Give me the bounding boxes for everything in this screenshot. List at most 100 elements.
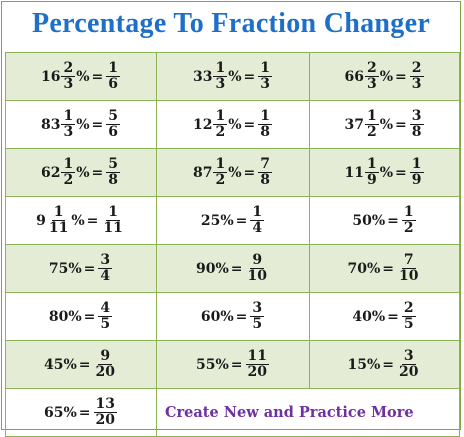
numerator: 1 [106, 204, 120, 221]
numerator: 5 [106, 156, 121, 173]
create-practice-link[interactable]: Create New and Practice More [156, 388, 460, 437]
conversion-cell: 12 1 2% = 1 8 [156, 100, 310, 149]
equals-sign: = [382, 356, 395, 373]
denominator: 20 [95, 364, 115, 380]
percent-whole: 90 [195, 260, 216, 277]
percent-whole: 50 [352, 212, 372, 229]
numerator: 1 [213, 156, 228, 173]
conversion-table: 16 2 3% = 1 6 33 1 3% = 1 3 66 2 3% = 2 3 83 1 3% = 5 6 12 1 2% = 1 8… [5, 52, 460, 437]
equals-sign: = [243, 68, 256, 85]
percent-whole: 33 [192, 68, 213, 85]
percent-whole: 75 [48, 260, 69, 277]
denominator: 6 [108, 124, 119, 140]
denominator: 11 [48, 220, 69, 236]
conversion-cell: 40% = 2 5 [309, 292, 460, 341]
percent-sign: % [71, 212, 85, 229]
percent-sign: % [371, 212, 386, 229]
table-row: 62 1 2% = 5 8 87 1 2% = 7 8 11 1 9% = 1 9 [5, 148, 460, 197]
percent-whole: 37 [344, 116, 364, 133]
numerator: 1 [106, 60, 121, 77]
conversion-cell: 33 1 3% = 1 3 [156, 52, 310, 101]
percent-sign: % [76, 116, 90, 133]
percent-whole: 9 [36, 212, 46, 229]
conversion-expression: 33 1 3% = 1 3 [193, 61, 273, 91]
conversion-expression: 66 2 3% = 2 3 [344, 61, 424, 91]
conversion-expression: 62 1 2% = 5 8 [41, 157, 121, 187]
denominator: 3 [215, 76, 226, 92]
percent-sign: % [63, 356, 77, 373]
denominator: 3 [260, 76, 271, 92]
denominator: 6 [108, 76, 119, 92]
percent-sign: % [228, 116, 242, 133]
percent-sign: % [76, 164, 90, 181]
percent-sign: % [228, 68, 242, 85]
conversion-expression: 87 1 2% = 7 8 [193, 157, 273, 187]
percent-whole: 60 [200, 308, 221, 325]
percent-sign: % [366, 356, 381, 373]
numerator: 1 [51, 204, 66, 221]
denominator: 8 [260, 124, 271, 140]
conversion-cell: 55% = 11 20 [156, 340, 310, 389]
percent-sign: % [379, 116, 394, 133]
percent-sign: % [228, 164, 242, 181]
percent-whole: 65 [43, 404, 64, 421]
percent-fraction: 1 11 [47, 205, 70, 235]
denominator: 2 [215, 172, 226, 188]
numerator: 2 [61, 60, 76, 77]
percent-sign: % [215, 260, 229, 277]
numerator: 9 [98, 348, 113, 365]
percent-sign: % [63, 404, 77, 421]
denominator: 4 [100, 268, 111, 284]
conversion-expression: 25% = 1 4 [201, 205, 265, 235]
page-title: Percentage To Fraction Changer [31, 8, 431, 39]
conversion-cell: 16 2 3% = 1 6 [5, 52, 157, 101]
denominator: 5 [403, 316, 414, 332]
percent-whole: 45 [43, 356, 64, 373]
numerator: 13 [93, 396, 117, 413]
conversion-expression: 9 1 11% = 1 11 [36, 205, 126, 235]
denominator: 2 [63, 172, 74, 188]
percent-whole: 15 [347, 356, 367, 373]
conversion-cell: 9 1 11% = 1 11 [5, 196, 157, 245]
percent-sign: % [76, 68, 90, 85]
conversion-cell: 60% = 3 5 [156, 292, 310, 341]
equals-sign: = [78, 356, 91, 373]
numerator: 1 [213, 60, 228, 77]
equals-sign: = [235, 212, 248, 229]
result-fraction: 3 20 [397, 349, 420, 379]
conversion-expression: 40% = 2 5 [352, 301, 416, 331]
denominator: 2 [403, 220, 414, 236]
numerator: 1 [250, 204, 265, 221]
percent-sign: % [215, 356, 229, 373]
equals-sign: = [91, 116, 104, 133]
percent-whole: 12 [192, 116, 213, 133]
denominator: 20 [247, 364, 267, 380]
percent-whole: 40 [352, 308, 372, 325]
percent-whole: 62 [40, 164, 61, 181]
denominator: 3 [63, 76, 74, 92]
denominator: 10 [399, 268, 419, 284]
denominator: 3 [411, 76, 422, 92]
equals-sign: = [83, 308, 96, 325]
conversion-cell: 66 2 3% = 2 3 [309, 52, 460, 101]
denominator: 9 [411, 172, 422, 188]
conversion-cell: 62 1 2% = 5 8 [5, 148, 157, 197]
equals-sign: = [382, 260, 395, 277]
table-row: 45% = 9 20 55% = 11 20 15% = 3 20 [5, 340, 460, 389]
conversion-cell: 65% = 13 20 [5, 388, 157, 437]
equals-sign: = [243, 116, 256, 133]
denominator: 5 [100, 316, 111, 332]
numerator: 3 [98, 252, 113, 269]
